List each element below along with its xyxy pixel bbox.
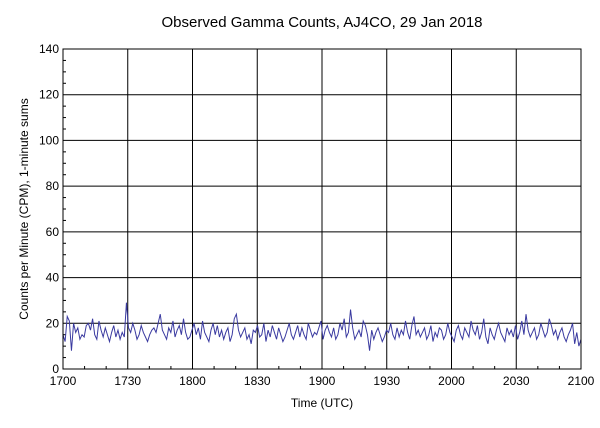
y-tick-label: 0 bbox=[52, 362, 59, 376]
chart-title: Observed Gamma Counts, AJ4CO, 29 Jan 201… bbox=[162, 14, 483, 31]
x-tick-labels: 1700 1730 1800 1830 1900 1930 2000 2030 2100 bbox=[50, 374, 595, 388]
x-tick-label: 1700 bbox=[50, 374, 77, 388]
y-tick-labels: 0 20 40 60 80 100 120 140 bbox=[39, 42, 59, 376]
y-tick-label: 140 bbox=[39, 42, 59, 56]
x-tick-label: 1730 bbox=[114, 374, 141, 388]
x-tick-label: 1900 bbox=[309, 374, 336, 388]
y-tick-label: 120 bbox=[39, 88, 59, 102]
x-tick-label: 2000 bbox=[438, 374, 465, 388]
plot-frame bbox=[62, 48, 582, 370]
x-tick-label: 1930 bbox=[373, 374, 400, 388]
y-tick-label: 100 bbox=[39, 133, 59, 147]
x-tick-label: 1800 bbox=[179, 374, 206, 388]
grid bbox=[63, 49, 581, 369]
y-tick-label: 40 bbox=[46, 271, 60, 285]
y-tick-label: 20 bbox=[46, 316, 60, 330]
x-axis-label: Time (UTC) bbox=[291, 396, 353, 410]
y-axis-label: Counts per Minute (CPM), 1-minute sums bbox=[17, 98, 31, 319]
y-tick-label: 60 bbox=[46, 225, 60, 239]
data-series-line bbox=[62, 302, 582, 351]
x-tick-label: 1830 bbox=[244, 374, 271, 388]
y-tick-label: 80 bbox=[46, 179, 60, 193]
x-tick-label: 2100 bbox=[568, 374, 595, 388]
x-tick-label: 2030 bbox=[503, 374, 530, 388]
